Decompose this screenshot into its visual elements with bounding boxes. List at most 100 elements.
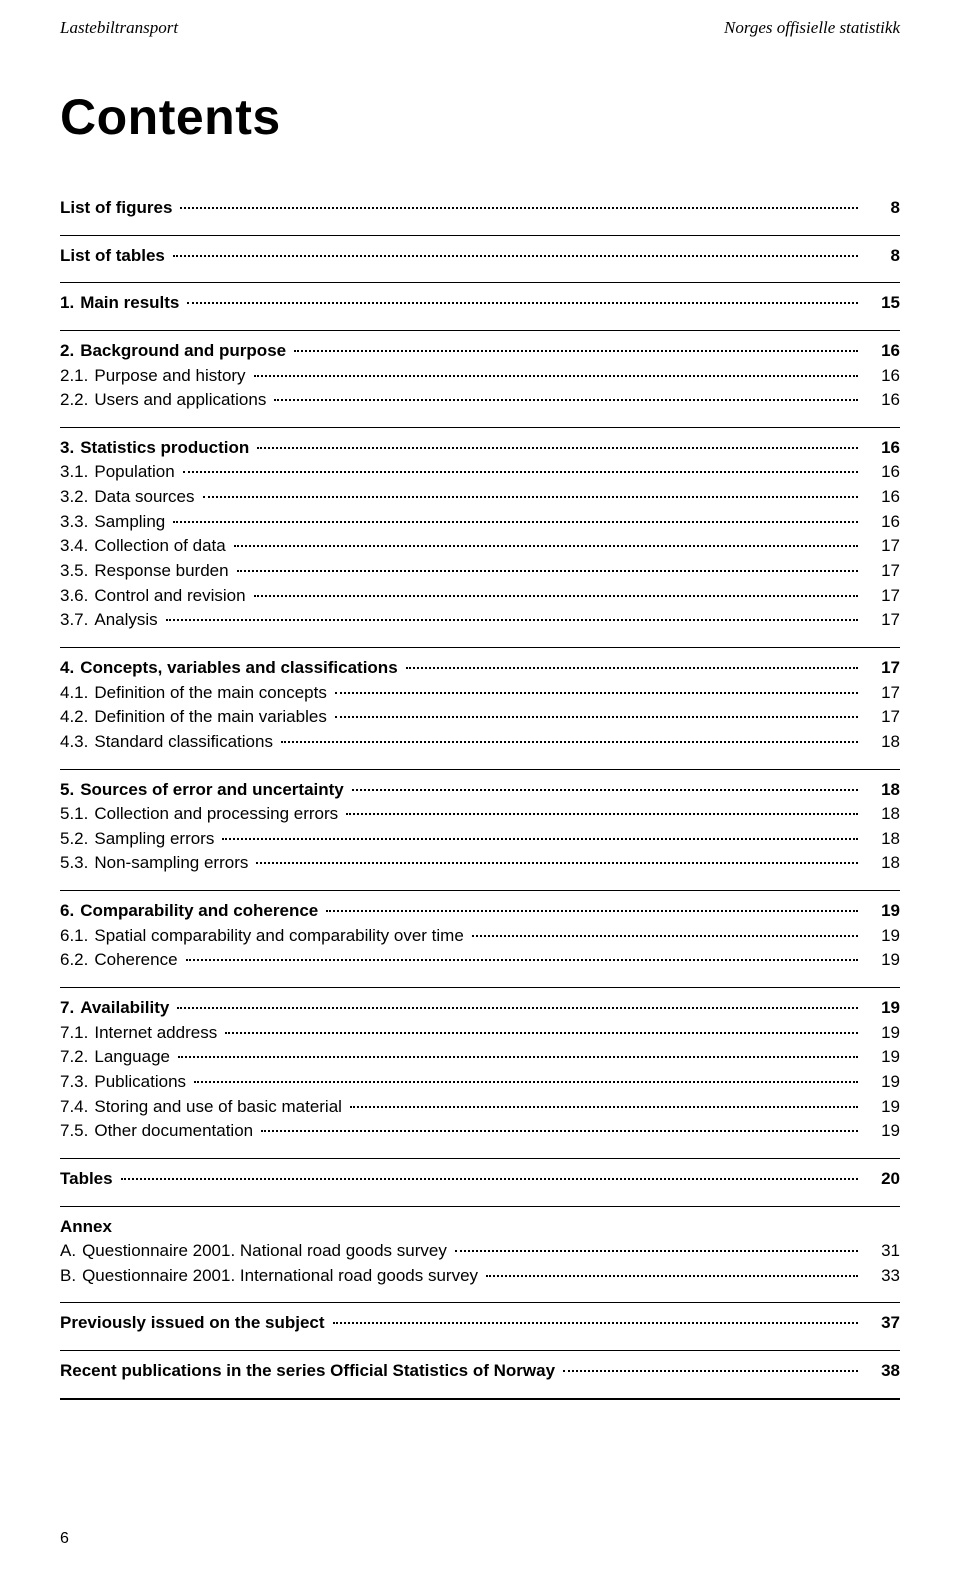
toc-leader — [194, 1081, 858, 1083]
toc-entry-page: 19 — [862, 1021, 900, 1046]
toc-entry-page: 16 — [862, 388, 900, 413]
toc-leader — [256, 862, 858, 864]
toc-row: 3.1.Population16 — [60, 460, 900, 485]
toc-entry-label: Recent publications in the series Offici… — [60, 1359, 559, 1384]
toc-entry-label: Availability — [80, 996, 173, 1021]
toc-entry-page: 16 — [862, 339, 900, 364]
rule — [60, 282, 900, 283]
toc-entry-number: 7.2. — [60, 1045, 94, 1070]
toc-block: List of figures8 — [60, 196, 900, 221]
toc-row: 4.3.Standard classifications 18 — [60, 730, 900, 755]
toc-leader — [326, 910, 858, 912]
toc-entry-page: 19 — [862, 1095, 900, 1120]
toc-row: 5.2.Sampling errors18 — [60, 827, 900, 852]
rule — [60, 769, 900, 770]
toc-entry-number: 6. — [60, 899, 80, 924]
toc-entry-label: Tables — [60, 1167, 117, 1192]
toc-leader — [294, 350, 858, 352]
toc-row: 5.Sources of error and uncertainty18 — [60, 778, 900, 803]
toc-leader — [406, 667, 858, 669]
toc-entry-number: 4. — [60, 656, 80, 681]
rule — [60, 1158, 900, 1159]
toc-entry-page: 38 — [862, 1359, 900, 1384]
toc-entry-label: Users and applications — [94, 388, 270, 413]
toc-entry-number: 5. — [60, 778, 80, 803]
toc-block: 3.Statistics production163.1.Population1… — [60, 436, 900, 633]
toc-entry-page: 19 — [862, 1070, 900, 1095]
toc-entry-label: Sampling — [94, 510, 169, 535]
toc-row: Recent publications in the series Offici… — [60, 1359, 900, 1384]
rule — [60, 1206, 900, 1207]
toc-entry-page: 8 — [862, 244, 900, 269]
toc-leader — [234, 545, 858, 547]
footer-page-number: 6 — [60, 1530, 900, 1548]
toc-row: 5.1.Collection and processing errors18 — [60, 802, 900, 827]
toc-entry-label: Definition of the main concepts — [94, 681, 330, 706]
toc-entry-number: 4.3. — [60, 730, 94, 755]
toc-entry-page: 19 — [862, 1119, 900, 1144]
toc-row: A.Questionnaire 2001. National road good… — [60, 1239, 900, 1264]
toc-row: 4.2.Definition of the main variables17 — [60, 705, 900, 730]
header-right: Norges offisielle statistikk — [724, 18, 900, 38]
toc-entry-number: 3.1. — [60, 460, 94, 485]
toc-leader — [333, 1322, 858, 1324]
toc-entry-page: 8 — [862, 196, 900, 221]
toc-row: Annex — [60, 1215, 900, 1240]
toc-leader — [335, 692, 858, 694]
page-title: Contents — [60, 88, 900, 146]
toc-leader — [281, 741, 858, 743]
toc-entry-page: 18 — [862, 778, 900, 803]
toc-entry-page: 17 — [862, 534, 900, 559]
rule — [60, 890, 900, 891]
toc-row: 2.2.Users and applications 16 — [60, 388, 900, 413]
toc-entry-label: Analysis — [94, 608, 161, 633]
toc-row: List of figures8 — [60, 196, 900, 221]
toc-entry-page: 19 — [862, 1045, 900, 1070]
toc-row: Previously issued on the subject37 — [60, 1311, 900, 1336]
toc-row: 6.2.Coherence 19 — [60, 948, 900, 973]
toc-entry-number: 1. — [60, 291, 80, 316]
toc-entry-page: 16 — [862, 364, 900, 389]
toc-leader — [187, 302, 858, 304]
toc-leader — [274, 399, 858, 401]
toc-entry-page: 18 — [862, 827, 900, 852]
toc-row: 3.Statistics production16 — [60, 436, 900, 461]
toc-entry-label: Storing and use of basic material — [94, 1095, 346, 1120]
toc-entry-number: 2.1. — [60, 364, 94, 389]
toc-entry-number: 6.2. — [60, 948, 94, 973]
toc-entry-label: Population — [94, 460, 178, 485]
toc-entry-page: 18 — [862, 730, 900, 755]
toc-leader — [177, 1007, 858, 1009]
toc-leader — [257, 447, 858, 449]
toc-entry-number: 4.2. — [60, 705, 94, 730]
toc-row: 3.7.Analysis17 — [60, 608, 900, 633]
toc-entry-page: 33 — [862, 1264, 900, 1289]
toc-entry-number: 5.1. — [60, 802, 94, 827]
toc-entry-page: 19 — [862, 948, 900, 973]
toc-entry-number: 7.1. — [60, 1021, 94, 1046]
toc-leader — [254, 595, 858, 597]
toc-row: 5.3.Non-sampling errors18 — [60, 851, 900, 876]
toc-entry-label: Main results — [80, 291, 183, 316]
toc-leader — [352, 789, 858, 791]
toc-entry-label: Comparability and coherence — [80, 899, 322, 924]
toc-entry-label: Sampling errors — [94, 827, 218, 852]
toc-row: Tables20 — [60, 1167, 900, 1192]
toc-entry-page: 16 — [862, 485, 900, 510]
page: Lastebiltransport Norges offisielle stat… — [0, 0, 960, 1588]
toc-entry-page: 31 — [862, 1239, 900, 1264]
toc-entry-number: 2.2. — [60, 388, 94, 413]
toc-entry-page: 17 — [862, 559, 900, 584]
toc-row: 6.Comparability and coherence19 — [60, 899, 900, 924]
toc-entry-label: Coherence — [94, 948, 181, 973]
toc-entry-label: Questionnaire 2001. National road goods … — [82, 1239, 451, 1264]
toc-entry-number: 3.3. — [60, 510, 94, 535]
toc-block: 6.Comparability and coherence196.1.Spati… — [60, 899, 900, 973]
toc-leader — [261, 1130, 858, 1132]
toc-entry-number: 5.3. — [60, 851, 94, 876]
toc-row: 3.5.Response burden17 — [60, 559, 900, 584]
toc-entry-number: 3.5. — [60, 559, 94, 584]
toc-entry-page: 16 — [862, 510, 900, 535]
toc-entry-label: Standard classifications — [94, 730, 277, 755]
toc-leader — [563, 1370, 858, 1372]
